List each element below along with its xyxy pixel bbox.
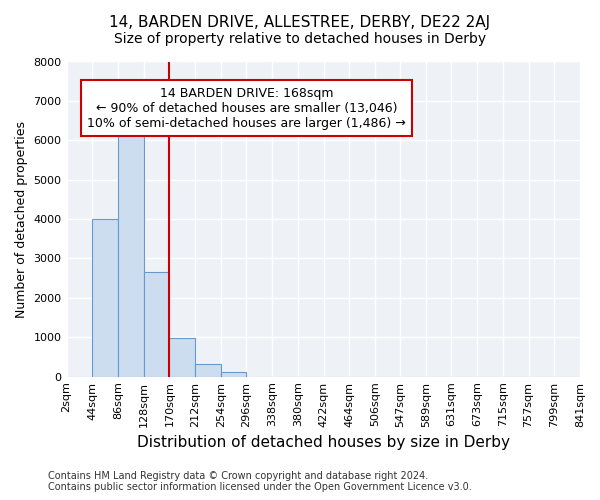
Bar	[143, 272, 169, 376]
X-axis label: Distribution of detached houses by size in Derby: Distribution of detached houses by size …	[137, 435, 510, 450]
Bar	[169, 338, 195, 376]
Y-axis label: Number of detached properties: Number of detached properties	[15, 120, 28, 318]
Text: Contains HM Land Registry data © Crown copyright and database right 2024.
Contai: Contains HM Land Registry data © Crown c…	[48, 471, 472, 492]
Bar	[118, 116, 143, 376]
Bar	[92, 219, 118, 376]
Text: Size of property relative to detached houses in Derby: Size of property relative to detached ho…	[114, 32, 486, 46]
Text: 14 BARDEN DRIVE: 168sqm
← 90% of detached houses are smaller (13,046)
10% of sem: 14 BARDEN DRIVE: 168sqm ← 90% of detache…	[87, 86, 406, 130]
Bar	[195, 364, 221, 376]
Text: 14, BARDEN DRIVE, ALLESTREE, DERBY, DE22 2AJ: 14, BARDEN DRIVE, ALLESTREE, DERBY, DE22…	[109, 15, 491, 30]
Bar	[221, 372, 247, 376]
